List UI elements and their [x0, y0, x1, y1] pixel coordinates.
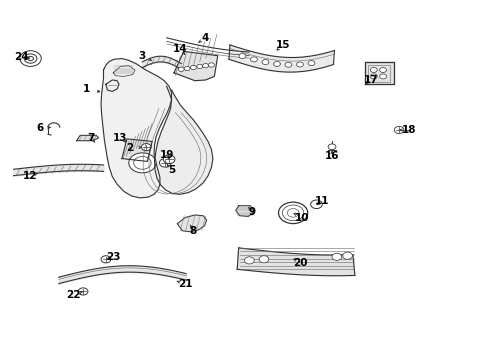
Text: 20: 20	[293, 258, 307, 268]
Circle shape	[190, 65, 196, 69]
Circle shape	[178, 67, 184, 71]
Polygon shape	[228, 45, 334, 72]
Circle shape	[370, 67, 376, 72]
Circle shape	[307, 60, 314, 66]
Polygon shape	[154, 86, 212, 194]
Polygon shape	[365, 62, 393, 84]
Circle shape	[78, 288, 88, 295]
Text: 23: 23	[106, 252, 120, 262]
Text: 15: 15	[276, 40, 290, 50]
Text: 24: 24	[15, 52, 29, 62]
Circle shape	[285, 62, 291, 67]
Text: 11: 11	[314, 197, 329, 206]
Text: 1: 1	[82, 84, 90, 94]
Text: 9: 9	[248, 207, 255, 217]
Text: 21: 21	[178, 279, 192, 289]
Text: 4: 4	[202, 33, 209, 43]
Text: 3: 3	[139, 51, 146, 61]
Circle shape	[342, 252, 352, 259]
Polygon shape	[101, 59, 171, 198]
Text: 22: 22	[66, 290, 81, 300]
Polygon shape	[122, 139, 152, 161]
Circle shape	[331, 253, 341, 260]
Circle shape	[310, 200, 322, 208]
Circle shape	[393, 126, 403, 134]
Circle shape	[327, 144, 335, 150]
Circle shape	[296, 62, 303, 67]
Circle shape	[208, 63, 214, 67]
Text: 7: 7	[87, 133, 95, 143]
Circle shape	[259, 256, 268, 263]
Circle shape	[141, 144, 151, 151]
Text: 10: 10	[294, 212, 308, 222]
Circle shape	[101, 256, 111, 263]
Polygon shape	[174, 51, 217, 81]
Polygon shape	[77, 135, 99, 141]
Text: 6: 6	[37, 123, 44, 133]
Circle shape	[250, 57, 257, 62]
Polygon shape	[237, 248, 354, 276]
Circle shape	[379, 67, 386, 72]
Text: 8: 8	[189, 226, 197, 236]
Circle shape	[262, 59, 268, 64]
Circle shape	[273, 62, 280, 66]
Text: 14: 14	[173, 44, 187, 54]
Text: 19: 19	[159, 150, 174, 160]
Text: 12: 12	[23, 171, 38, 181]
Text: 17: 17	[363, 75, 377, 85]
Circle shape	[379, 74, 386, 79]
Polygon shape	[177, 215, 206, 232]
Circle shape	[239, 54, 245, 59]
Text: 5: 5	[167, 165, 175, 175]
Circle shape	[197, 64, 202, 68]
Circle shape	[128, 153, 156, 173]
Text: 13: 13	[113, 133, 127, 143]
Circle shape	[202, 64, 208, 68]
Circle shape	[163, 155, 175, 163]
Polygon shape	[235, 206, 254, 216]
Circle shape	[244, 257, 254, 264]
Text: 16: 16	[324, 151, 339, 161]
Text: 18: 18	[401, 125, 415, 135]
Circle shape	[370, 74, 376, 79]
Circle shape	[159, 158, 171, 167]
Text: 2: 2	[126, 143, 134, 153]
Circle shape	[184, 66, 190, 71]
